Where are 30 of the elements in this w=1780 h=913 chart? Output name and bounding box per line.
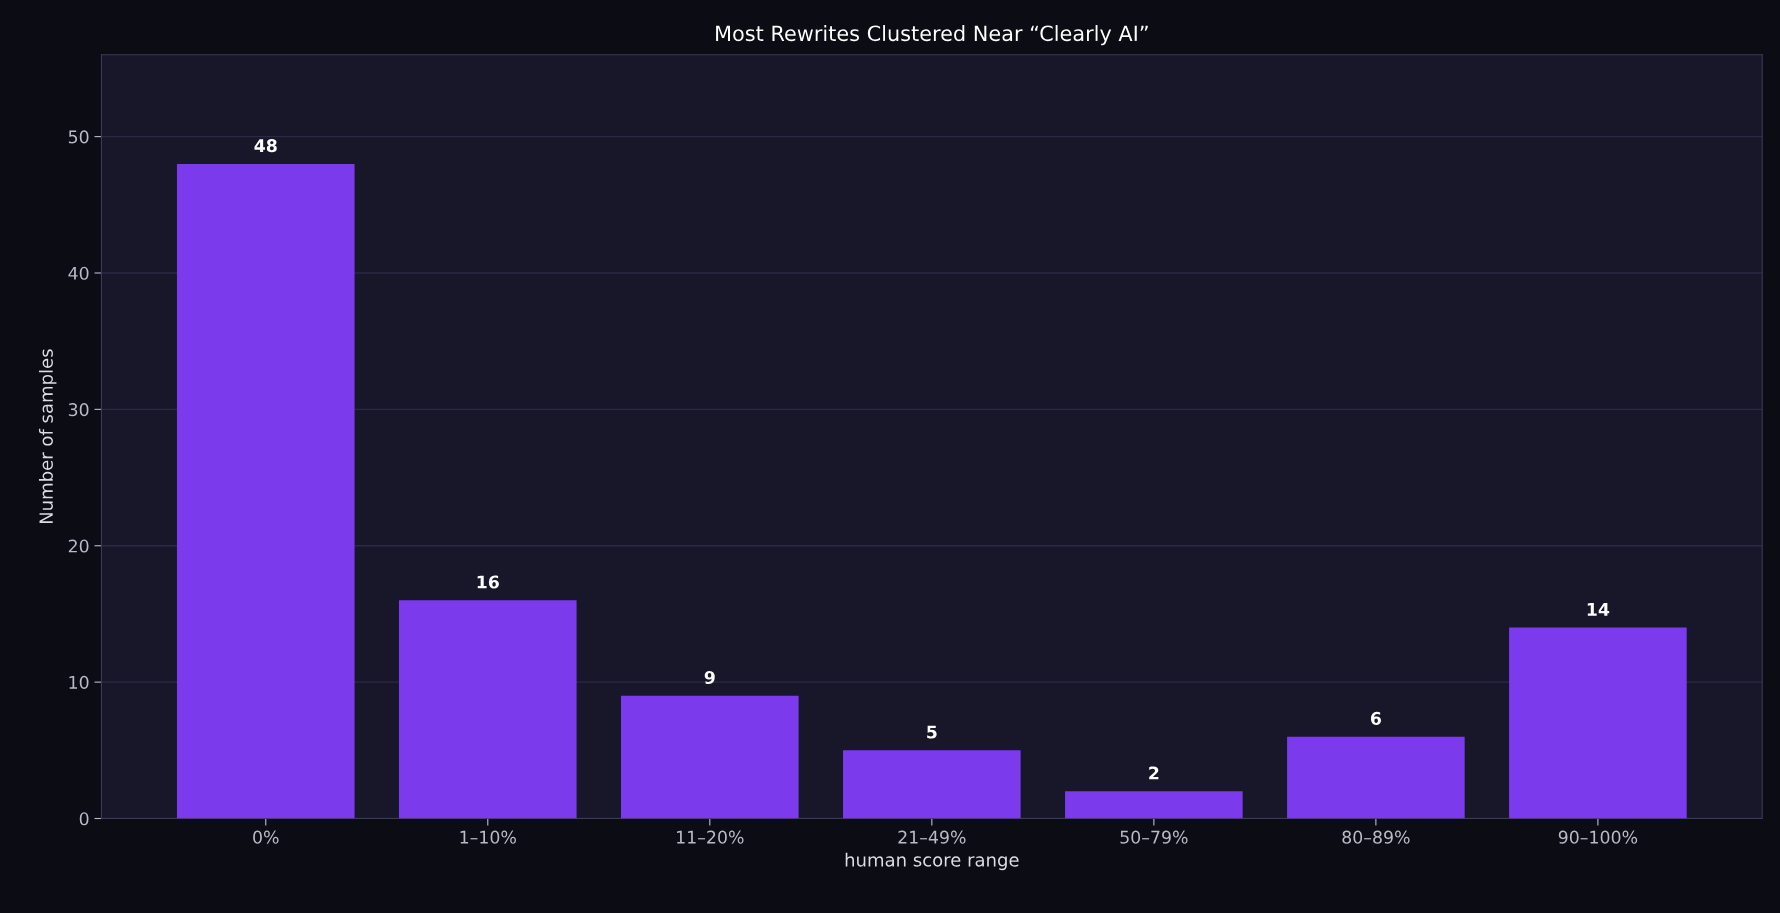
chart-title: Most Rewrites Clustered Near “Clearly AI” [716,25,1148,46]
data-label: 14 [1587,602,1610,616]
data-label: 16 [477,575,499,589]
x-tick-label: 21–49% [898,830,966,844]
y-tick-label: 40 [68,266,89,280]
bar [621,695,799,819]
data-label: 5 [927,725,937,739]
bar [843,750,1021,819]
y-tick-label: 20 [68,539,89,553]
y-axis-title: Number of samples [38,349,57,524]
data-label: 2 [1149,766,1159,780]
y-tick-label: 50 [68,130,89,144]
x-axis-title: human score range [845,852,1019,871]
x-tick-label: 11–20% [677,830,744,844]
x-tick-label: 1–10% [460,830,516,844]
data-label: 48 [254,139,277,153]
y-tick-label: 10 [69,675,89,689]
data-label: 6 [1370,711,1381,725]
x-tick-label: 80–89% [1342,830,1410,844]
x-tick-label: 0% [253,830,279,844]
bar [1509,627,1687,819]
bar [176,163,355,819]
bar [1287,736,1465,819]
y-tick-label: 0 [79,812,89,826]
y-tick-label: 30 [68,403,89,417]
data-label: 9 [704,670,715,685]
x-tick-label: 50–79% [1120,830,1188,844]
bar [1065,791,1243,819]
x-tick-label: 90–100% [1558,830,1638,844]
bar [398,600,577,819]
